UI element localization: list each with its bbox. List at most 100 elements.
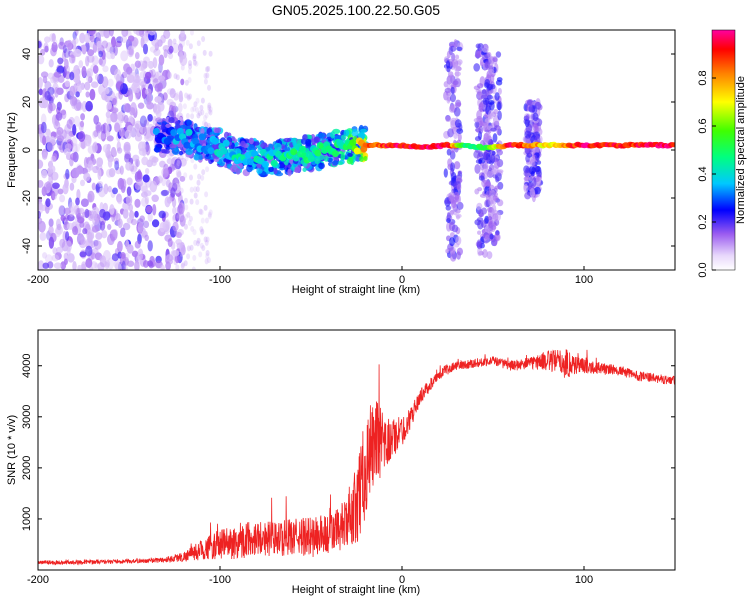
spectrogram-cell (111, 36, 116, 48)
spectrogram-cell (526, 181, 534, 188)
spectrogram-cell (240, 140, 246, 148)
spectrogram-cell (120, 35, 128, 44)
spectrogram-cell (489, 233, 494, 240)
spectrogram-cell (117, 111, 123, 121)
spectrogram-cell (90, 252, 96, 260)
spectrogram-cell (79, 221, 85, 228)
spectrogram-cell (153, 104, 161, 115)
chart-title: GN05.2025.100.22.50.G05 (272, 2, 440, 18)
spectrogram-cell (133, 30, 140, 35)
spectrogram-cell (195, 97, 200, 104)
spectrogram-cell (167, 238, 173, 248)
spectrogram-cell (72, 31, 77, 40)
spectrogram-cell (176, 158, 181, 164)
spectrogram-cell (104, 262, 110, 270)
spectrogram-cell (204, 191, 209, 198)
spectrogram-cell (60, 214, 66, 222)
spectrogram-cell (73, 115, 81, 127)
spectrogram-cell (180, 78, 185, 86)
spectrogram-cell (183, 260, 188, 267)
spectrogram-cell (128, 48, 134, 56)
spectrogram-cell (456, 77, 461, 88)
spectrogram-cell (138, 123, 146, 133)
spectrogram-cell (179, 46, 184, 53)
spectrogram-cell (455, 236, 462, 246)
spectrogram-cell (87, 30, 96, 36)
spectrogram-cell (92, 142, 98, 153)
spectrogram-cell (189, 244, 194, 251)
spectrogram-cell (193, 153, 200, 161)
spectrogram-cell (56, 65, 65, 74)
spectrogram-cell (158, 75, 166, 82)
spectrogram-cell (107, 78, 114, 87)
spectrogram-cell (532, 177, 537, 188)
spectrogram-cell (41, 151, 48, 160)
spectrogram-cell (532, 147, 540, 154)
spectrogram-cell (112, 150, 118, 157)
spectrogram-y-tick-label: -20 (21, 190, 33, 206)
spectrogram-cell (50, 155, 57, 163)
spectrogram-cell (183, 197, 188, 204)
spectrogram-cell (169, 163, 176, 172)
snr-x-label: Height of straight line (km) (292, 584, 420, 596)
spectrogram-cell (38, 159, 44, 169)
spectrogram-cell (97, 132, 106, 140)
spectrogram-cell (180, 64, 185, 71)
spectrogram-cell (203, 121, 208, 128)
spectrogram-cell (139, 215, 145, 223)
spectrogram-cell (318, 162, 325, 170)
spectrogram-cell (197, 110, 202, 117)
spectrogram-cell (195, 186, 200, 193)
spectrogram-cell (126, 244, 134, 254)
spectrogram-cell (172, 221, 179, 232)
spectrogram-cell (175, 254, 180, 264)
spectrogram-cell (484, 199, 490, 208)
spectrogram-cell (290, 148, 298, 156)
spectrogram-cell (52, 247, 58, 255)
spectrogram-cell (80, 261, 87, 270)
spectrogram-cell (58, 41, 66, 50)
spectrogram-cell (44, 36, 51, 43)
spectrogram-cell (256, 168, 263, 174)
spectrogram-cell (534, 101, 542, 110)
spectrogram-cell (102, 65, 109, 73)
spectrogram-cell (456, 247, 463, 256)
spectrogram-cell (485, 181, 492, 187)
spectrogram-cell (48, 226, 54, 234)
spectrogram-cell (154, 96, 162, 103)
spectrogram-cell (54, 86, 59, 98)
spectrogram-cell (163, 30, 171, 40)
spectrogram-cell (115, 92, 121, 99)
spectrogram-cell (449, 252, 457, 262)
spectrogram-cell (524, 175, 530, 181)
spectrogram-cell (175, 163, 180, 170)
spectrogram-cell (496, 77, 503, 82)
spectrogram-x-ticks: -200 -100 0 100 (27, 266, 593, 286)
spectrogram-cell (142, 43, 149, 55)
spectrogram-cell (330, 131, 336, 139)
spectrogram-cell (314, 157, 321, 165)
snr-frame (37, 329, 676, 571)
spectrogram-cell (75, 143, 81, 152)
spectrogram-cell (119, 165, 124, 175)
spectrogram-cell (207, 104, 212, 111)
spectrogram-cell (110, 52, 116, 60)
spectrogram-cell (151, 194, 159, 203)
spectrogram-cell (96, 157, 104, 168)
spectrogram-cell (48, 174, 54, 184)
spectrogram-cell (495, 176, 500, 183)
spectrogram-cell (178, 36, 186, 48)
spectrogram-cell (199, 104, 204, 111)
spectrogram-cell (136, 91, 141, 100)
spectrogram-cell (151, 219, 160, 228)
spectrogram-cell (85, 70, 92, 83)
spectrogram-cell (445, 248, 450, 254)
spectrogram-cell (139, 115, 147, 128)
spectrogram-cell (476, 202, 483, 211)
spectrogram-cell (129, 107, 136, 116)
spectrogram-cell (59, 194, 66, 203)
spectrogram-cell (106, 115, 112, 125)
spectrogram-cell (363, 155, 368, 162)
spectrogram-cell (192, 254, 197, 261)
spectrogram-cell (125, 194, 133, 206)
